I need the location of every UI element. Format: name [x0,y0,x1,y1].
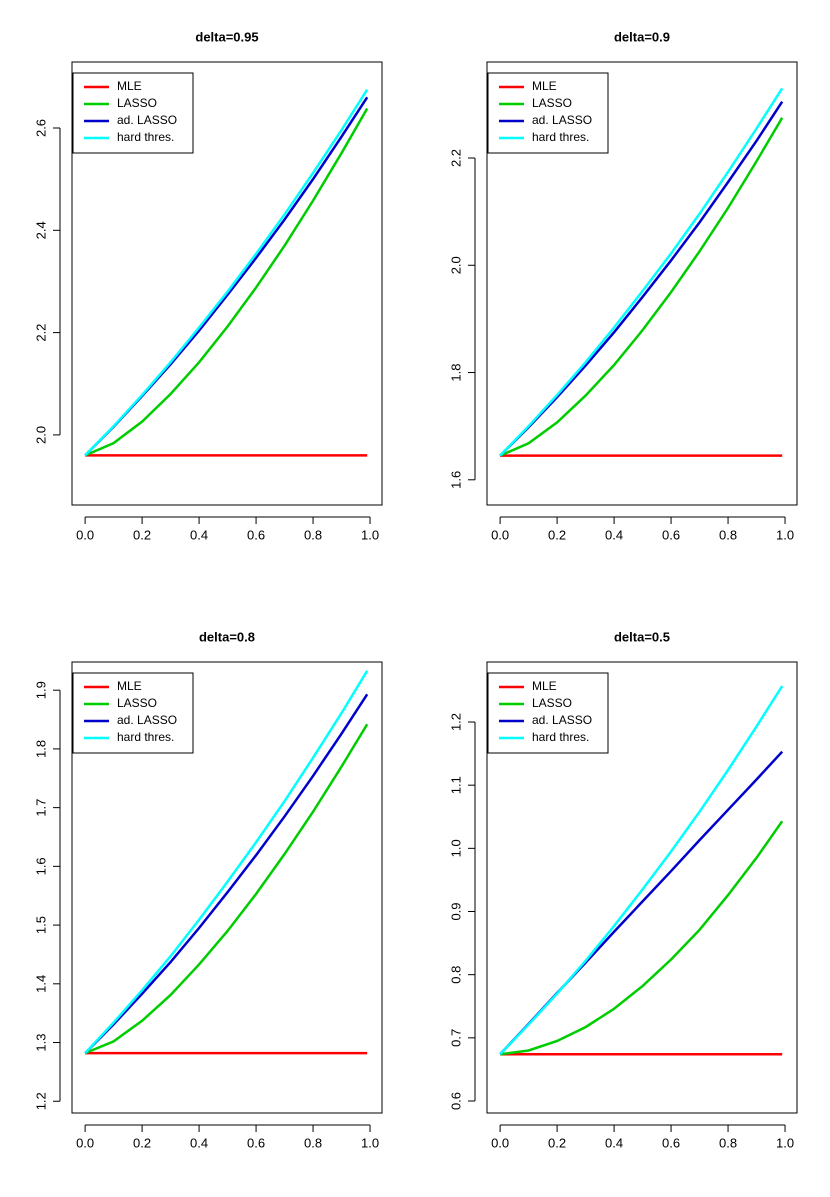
chart-title: delta=0.9 [614,29,670,44]
series-line [84,670,369,1054]
legend-label: MLE [117,679,142,693]
series-line [84,693,369,1054]
series-line [84,107,369,457]
y-tick-label: 1.3 [33,1033,48,1051]
x-tick-label: 0.4 [605,1135,623,1150]
legend-label: LASSO [117,696,157,710]
y-tick-label: 0.7 [448,1029,463,1047]
panel: delta=0.5 0.0 0.2 0.4 0.6 0.8 1.0 0.6 0.7 0.8 0.9 1… [448,629,798,1150]
x-tick-label: 0.4 [190,1135,208,1150]
x-tick-label: 0.8 [719,527,737,542]
panel: delta=0.8 0.0 0.2 0.4 0.6 0.8 1.0 1.2 1.3 1.4 1.5 1… [33,629,383,1150]
series-line [84,88,369,457]
plot-frame [71,61,383,506]
x-tick-label: 1.0 [361,1135,379,1150]
legend-label: MLE [532,79,557,93]
x-tick-label: 0.0 [491,1135,509,1150]
y-tick-label: 1.4 [33,975,48,993]
chart-title: delta=0.8 [199,629,255,644]
y-tick-label: 1.6 [33,857,48,875]
plot-frame [486,661,798,1114]
legend-label: LASSO [532,96,572,110]
y-tick-label: 1.2 [448,713,463,731]
series-line [499,820,784,1056]
y-tick-label: 1.2 [33,1092,48,1110]
chart-title: delta=0.95 [195,29,258,44]
x-tick-label: 0.2 [133,1135,151,1150]
x-tick-label: 0.6 [662,1135,680,1150]
legend-label: MLE [117,79,142,93]
x-tick-label: 0.0 [76,527,94,542]
panel: delta=0.95 0.0 0.2 0.4 0.6 0.8 1.0 2.0 2.2 2.4 2.6… [33,29,383,542]
y-tick-label: 0.8 [448,966,463,984]
y-tick-label: 1.6 [448,471,463,489]
panel: delta=0.9 0.0 0.2 0.4 0.6 0.8 1.0 1.6 1.8 2.0 2.2 M… [448,29,798,542]
plot-frame [486,61,798,506]
legend-label: ad. LASSO [117,713,177,727]
legend-label: hard thres. [117,730,174,744]
y-tick-label: 2.0 [448,256,463,274]
legend-label: hard thres. [532,130,589,144]
legend-label: LASSO [117,96,157,110]
x-tick-label: 0.4 [190,527,208,542]
legend-label: ad. LASSO [117,113,177,127]
x-tick-label: 1.0 [776,527,794,542]
series-line [499,87,784,457]
series-line [499,117,784,457]
series-line [499,685,784,1056]
x-tick-label: 1.0 [361,527,379,542]
x-tick-label: 0.6 [247,527,265,542]
chart-title: delta=0.5 [614,629,670,644]
y-tick-label: 2.4 [33,221,48,239]
x-tick-label: 0.2 [133,527,151,542]
y-tick-label: 1.0 [448,839,463,857]
x-tick-label: 0.0 [76,1135,94,1150]
plot-frame [71,661,383,1114]
y-tick-label: 0.9 [448,902,463,920]
x-tick-label: 0.6 [247,1135,265,1150]
y-tick-label: 1.8 [448,363,463,381]
y-tick-label: 1.9 [33,681,48,699]
series-line [84,723,369,1055]
legend-label: hard thres. [117,130,174,144]
y-tick-label: 2.0 [33,426,48,444]
legend-label: MLE [532,679,557,693]
x-tick-label: 0.2 [548,527,566,542]
x-tick-label: 0.6 [662,527,680,542]
x-tick-label: 0.8 [304,1135,322,1150]
y-tick-label: 2.2 [448,149,463,167]
legend-label: ad. LASSO [532,113,592,127]
legend-label: LASSO [532,696,572,710]
legend-label: ad. LASSO [532,713,592,727]
x-tick-label: 0.2 [548,1135,566,1150]
legend-label: hard thres. [532,730,589,744]
y-tick-label: 0.6 [448,1092,463,1110]
y-tick-label: 2.6 [33,119,48,137]
x-tick-label: 0.8 [304,527,322,542]
y-tick-label: 1.7 [33,799,48,817]
y-tick-label: 1.8 [33,740,48,758]
x-tick-label: 0.4 [605,527,623,542]
y-tick-label: 1.5 [33,916,48,934]
x-tick-label: 0.8 [719,1135,737,1150]
x-tick-label: 1.0 [776,1135,794,1150]
y-tick-label: 1.1 [448,776,463,794]
x-tick-label: 0.0 [491,527,509,542]
y-tick-label: 2.2 [33,324,48,342]
